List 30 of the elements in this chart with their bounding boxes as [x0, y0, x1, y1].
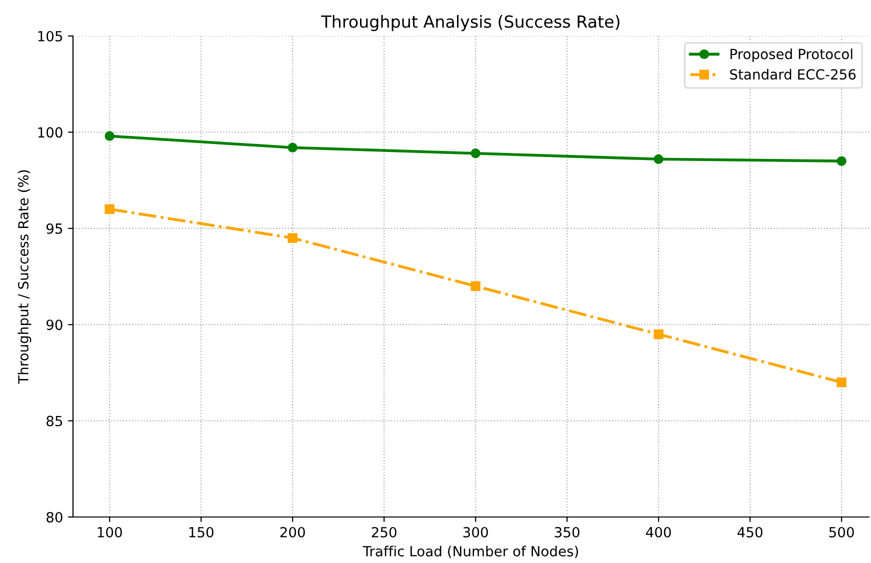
x-axis-title: Traffic Load (Number of Nodes) [362, 546, 578, 558]
point [288, 142, 298, 152]
point [470, 281, 480, 291]
point [836, 377, 846, 388]
x-tick-label: 400 [646, 526, 671, 538]
point [654, 329, 664, 340]
point [288, 233, 298, 243]
legend-label: Proposed Protocol [730, 48, 852, 62]
y-axis-title: Throughput / Success Rate (%) [18, 170, 32, 384]
x-tick-label: 100 [98, 526, 122, 538]
x-tick-label: 150 [189, 526, 214, 538]
x-tick-label: 450 [737, 526, 762, 538]
point [654, 154, 664, 164]
legend-label: Standard ECC-256 [730, 68, 856, 80]
x-tick-label: 300 [463, 526, 488, 538]
y-tick-label: 100 [38, 127, 62, 138]
x-tick-label: 250 [372, 526, 396, 538]
point [104, 204, 114, 214]
y-tick-label: 85 [46, 416, 62, 426]
y-tick-label: 95 [46, 223, 62, 234]
x-tick-label: 500 [829, 526, 854, 538]
chart-title: Throughput Analysis (Success Rate) [321, 15, 620, 32]
x-tick-label: 200 [280, 526, 305, 538]
point [836, 156, 846, 166]
y-tick-label: 90 [46, 320, 62, 330]
y-tick-label: 105 [38, 30, 62, 42]
point [470, 148, 480, 158]
point [104, 131, 114, 141]
x-tick-label: 350 [554, 526, 580, 538]
y-tick-label: 80 [46, 512, 62, 522]
